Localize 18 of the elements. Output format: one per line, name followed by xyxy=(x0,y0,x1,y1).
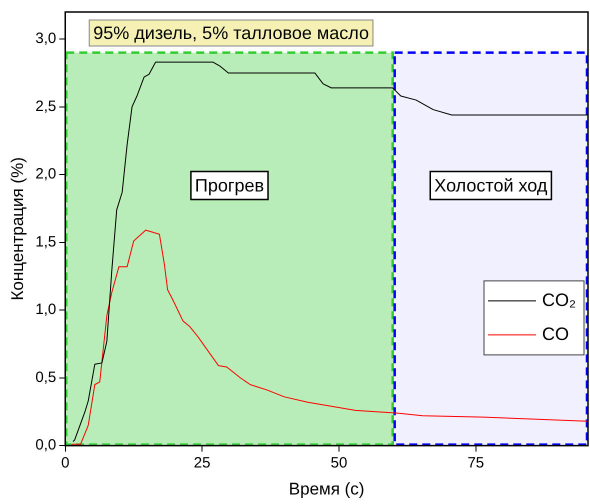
y-tick-label: 1,5 xyxy=(35,233,56,250)
x-tick-label: 50 xyxy=(330,454,348,472)
legend-label: CO₂ xyxy=(542,290,576,310)
legend-label: CO xyxy=(542,324,570,344)
text: 95% дизель, 5% талловое масло xyxy=(93,22,369,43)
x-tick-label: 75 xyxy=(467,454,484,472)
y-tick-label: 1,0 xyxy=(35,301,56,318)
band-label: Прогрев xyxy=(194,175,264,196)
x-axis-title: Время (с) xyxy=(288,479,364,498)
x-tick-label: 25 xyxy=(194,454,210,472)
y-tick-label: 3,0 xyxy=(35,30,56,48)
y-tick-label: 0,5 xyxy=(35,368,56,386)
band-label: Холостой ход xyxy=(434,175,548,196)
y-tick-label: 0,0 xyxy=(35,436,56,454)
y-axis-title: Концентрация (%) xyxy=(8,157,27,301)
y-tick-label: 2,0 xyxy=(35,166,56,183)
y-tick-label: 2,5 xyxy=(35,98,56,115)
x-tick-label: 0 xyxy=(61,454,70,472)
